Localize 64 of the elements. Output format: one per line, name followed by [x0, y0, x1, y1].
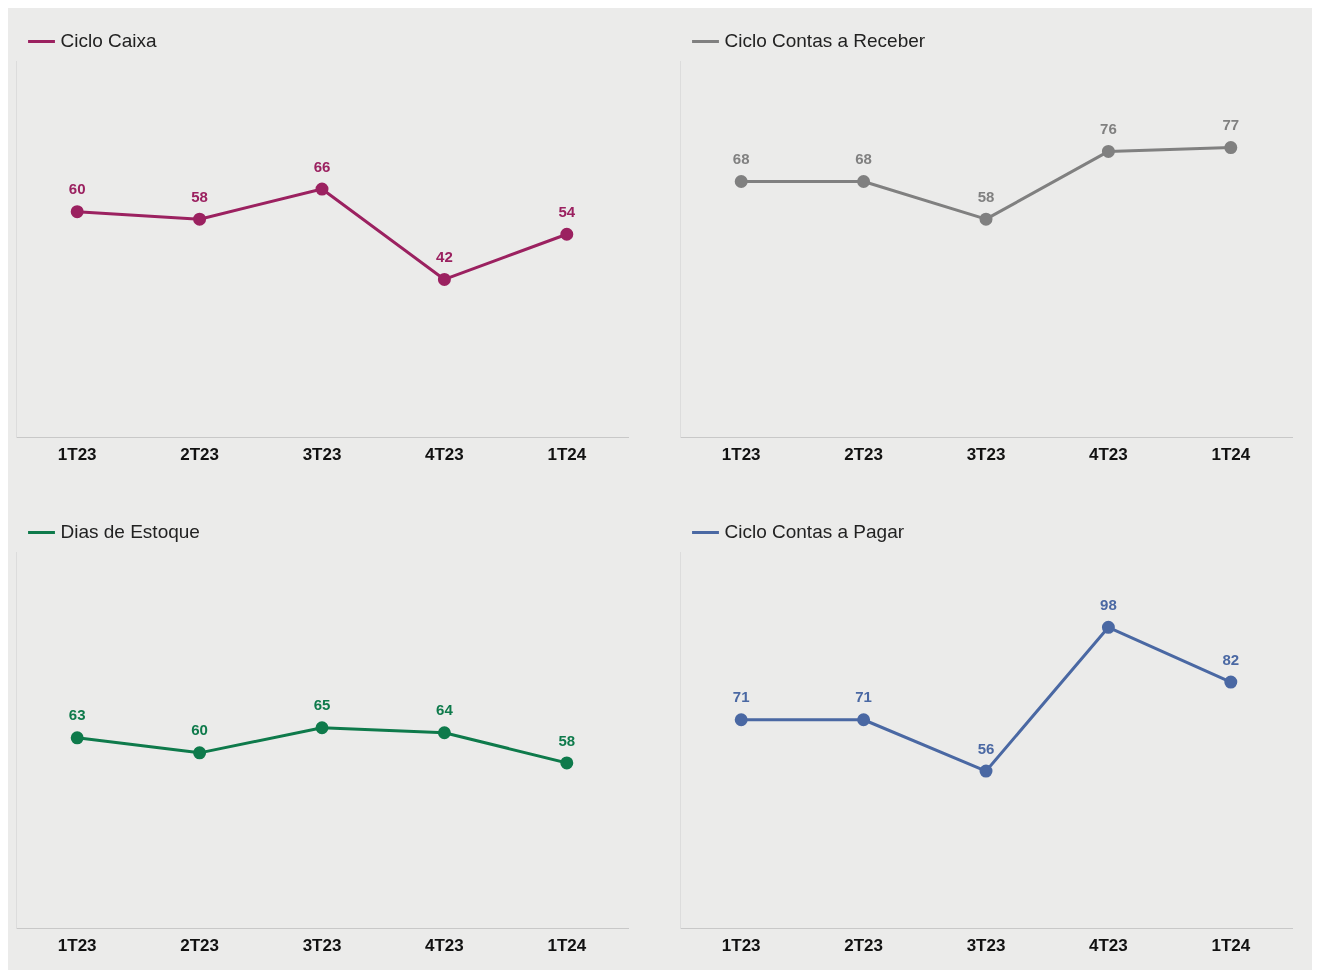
x-tick-label: 4T23	[425, 445, 464, 465]
point	[437, 726, 451, 740]
legend-label: Dias de Estoque	[60, 520, 200, 542]
data-label: 42	[436, 248, 453, 266]
x-tick-label: 3T23	[966, 936, 1006, 956]
point	[857, 175, 871, 189]
data-label: 65	[313, 696, 331, 714]
legend-label: Ciclo Caixa	[60, 29, 158, 51]
point	[315, 721, 329, 735]
x-tick-label: 2T23	[844, 936, 883, 956]
x-tick-label: 1T23	[57, 936, 97, 956]
data-label: 60	[191, 721, 208, 739]
x-tick-label: 4T23	[1089, 445, 1128, 465]
x-tick-label: 3T23	[302, 936, 342, 956]
x-tick-label: 2T23	[844, 445, 883, 465]
point	[734, 175, 748, 189]
point	[734, 713, 748, 727]
x-tick-label: 4T23	[425, 936, 464, 956]
data-label: 63	[68, 706, 86, 724]
point	[857, 713, 871, 727]
data-label: 58	[558, 731, 576, 749]
data-label: 77	[1222, 116, 1240, 134]
x-tick-label: 3T23	[302, 445, 342, 465]
data-label: 54	[558, 202, 576, 220]
x-tick-label: 2T23	[180, 445, 219, 465]
legend-label: Ciclo Contas a Pagar	[724, 520, 905, 542]
point	[560, 227, 574, 241]
x-tick-label: 1T24	[1211, 936, 1251, 956]
x-tick-label: 1T24	[547, 445, 587, 465]
point	[70, 205, 84, 219]
x-tick-label: 1T23	[721, 445, 761, 465]
point	[1224, 675, 1238, 689]
data-label: 58	[191, 187, 208, 205]
x-tick-label: 1T23	[57, 445, 97, 465]
point	[437, 272, 451, 286]
x-tick-label: 1T23	[721, 936, 761, 956]
data-label: 68	[855, 150, 872, 168]
point	[560, 756, 574, 770]
data-label: 76	[1100, 120, 1117, 138]
legend-label: Ciclo Contas a Receber	[724, 29, 926, 51]
point	[979, 764, 993, 778]
data-label: 71	[732, 688, 750, 706]
point	[1101, 144, 1115, 158]
point	[193, 746, 207, 760]
data-label: 64	[436, 701, 454, 719]
point	[193, 212, 207, 226]
x-tick-label: 1T24	[1211, 445, 1251, 465]
data-label: 82	[1222, 650, 1240, 668]
x-tick-label: 1T24	[547, 936, 587, 956]
point	[1224, 141, 1238, 155]
point	[315, 182, 329, 196]
data-label: 56	[977, 739, 995, 757]
data-label: 71	[855, 688, 872, 706]
point	[1101, 620, 1115, 634]
point	[979, 212, 993, 226]
point	[70, 731, 84, 745]
data-label: 58	[977, 187, 995, 205]
data-label: 66	[313, 157, 331, 175]
data-label: 68	[732, 150, 750, 168]
data-label: 98	[1100, 595, 1117, 613]
data-label: 60	[68, 180, 86, 198]
x-tick-label: 2T23	[180, 936, 219, 956]
x-tick-label: 4T23	[1089, 936, 1128, 956]
x-tick-label: 3T23	[966, 445, 1006, 465]
